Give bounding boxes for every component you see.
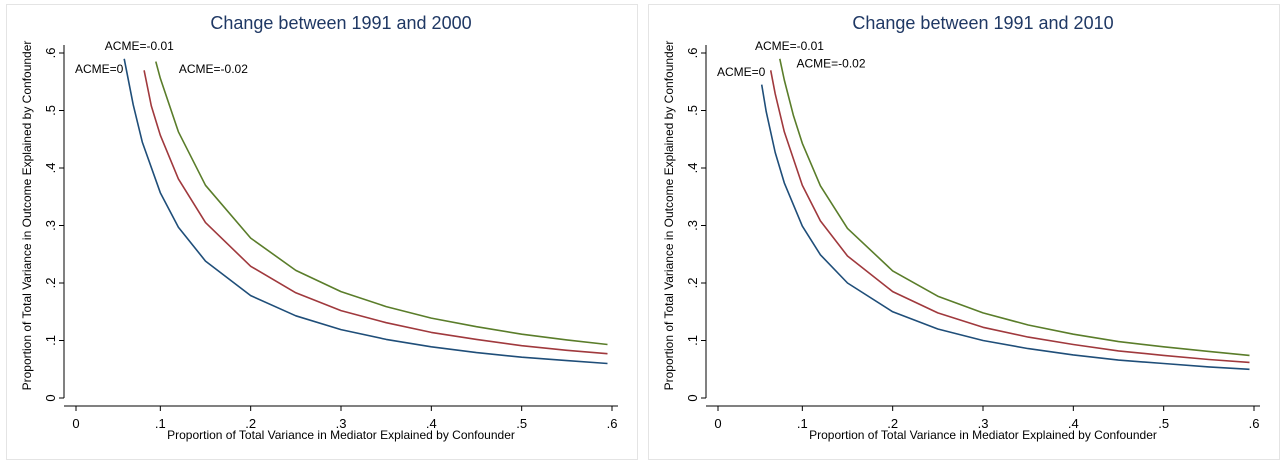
y-tick-label: .2 [685,278,700,289]
x-tick-label: .1 [155,416,166,431]
y-tick-label: .2 [43,278,58,289]
x-tick-label: .5 [516,416,527,431]
series-line-acme-0-01 [769,70,1250,364]
series-line-acme-0-02 [155,61,608,346]
x-tick-label: .6 [1249,416,1260,431]
series-annotation-label: ACME=-0.02 [796,56,865,70]
x-tick-label: .4 [1068,416,1079,431]
series-annotation-label: ACME=-0.01 [105,39,174,53]
chart-title: Change between 1991 and 2010 [852,13,1113,33]
x-tick-label: .4 [426,416,437,431]
x-tick-label: .2 [887,416,898,431]
x-axis-label: Proportion of Total Variance in Mediator… [809,428,1157,442]
series-annotation-label: ACME=0 [717,65,766,79]
y-tick-label: .4 [685,163,700,174]
y-tick-label: .3 [685,220,700,231]
chart-svg-1991-2000: Change between 1991 and 2000 0 .1 .2 .3 .4 .5.… [20,13,618,442]
series-annotation-label: ACME=0 [75,62,124,76]
series-line-acme-0 [760,84,1250,371]
x-tick-label: .3 [336,416,347,431]
series-line-acme-0 [123,58,608,365]
series-annotation-label: ACME=-0.02 [179,62,248,76]
x-tick-label: .6 [607,416,618,431]
y-tick-label: .6 [43,48,58,59]
y-tick-label: .4 [43,163,58,174]
chart-svg-1991-2010: Change between 1991 and 2010 0 .1 .2 .3 .4 .5.… [662,13,1260,442]
y-tick-label: .6 [685,48,700,59]
series-line-acme-0-02 [779,58,1250,357]
y-tick-label: .5 [43,105,58,116]
chart-title: Change between 1991 and 2000 [210,13,471,33]
x-tick-label: 0 [714,416,721,431]
series-annotation-label: ACME=-0.01 [755,39,824,53]
y-axis-label: Proportion of Total Variance in Outcome … [662,41,676,391]
x-tick-label: .1 [797,416,808,431]
x-tick-label: 0 [72,416,79,431]
x-axis-label: Proportion of Total Variance in Mediator… [167,428,515,442]
chart-panel-left: Change between 1991 and 2000 0 .1 .2 .3 .4 .5.… [6,4,638,460]
y-axis-label: Proportion of Total Variance in Outcome … [20,41,34,391]
y-tick-label: 0 [685,394,700,401]
series-line-acme-0-01 [143,70,608,355]
x-tick-label: .5 [1158,416,1169,431]
y-tick-label: .1 [685,335,700,346]
x-tick-label: .3 [978,416,989,431]
y-tick-label: .5 [685,105,700,116]
y-tick-label: 0 [43,394,58,401]
y-tick-label: .3 [43,220,58,231]
x-tick-label: .2 [245,416,256,431]
y-tick-label: .1 [43,335,58,346]
chart-panel-right: Change between 1991 and 2010 0 .1 .2 .3 .4 .5.… [648,4,1280,460]
